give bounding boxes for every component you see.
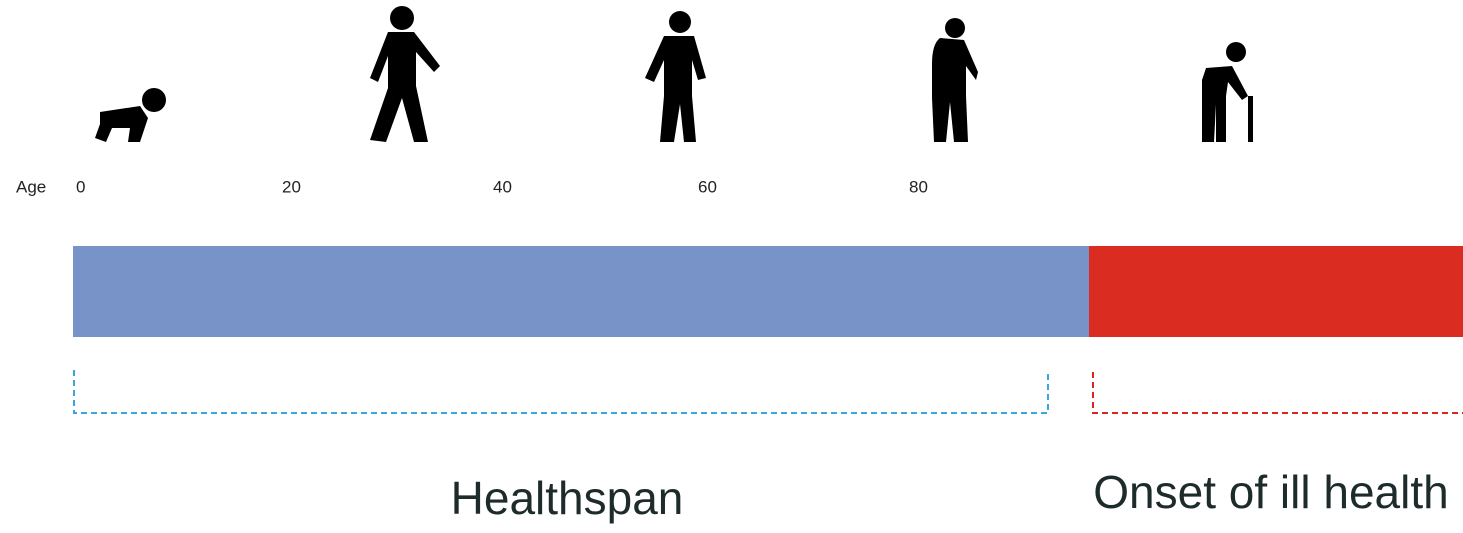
healthspan-bar xyxy=(73,246,1089,337)
tick-label: 80 xyxy=(909,177,928,196)
elderly-icon xyxy=(1202,42,1253,142)
ill-health-bracket xyxy=(1092,372,1463,414)
child-icon xyxy=(370,6,440,142)
older-adult-icon xyxy=(932,18,978,142)
segment-label: Onset of ill health xyxy=(1093,466,1448,518)
tick-label: 60 xyxy=(698,177,717,196)
baby-icon xyxy=(95,88,166,142)
segment-label: Healthspan xyxy=(451,472,684,524)
tick-label: 40 xyxy=(493,177,512,196)
axis-label: Age xyxy=(16,177,46,196)
tick-label: 20 xyxy=(282,177,301,196)
healthspan-bracket xyxy=(73,370,1049,414)
adult-icon xyxy=(645,11,706,142)
tick-label: 0 xyxy=(76,177,85,196)
ill-health-bar xyxy=(1089,246,1463,337)
